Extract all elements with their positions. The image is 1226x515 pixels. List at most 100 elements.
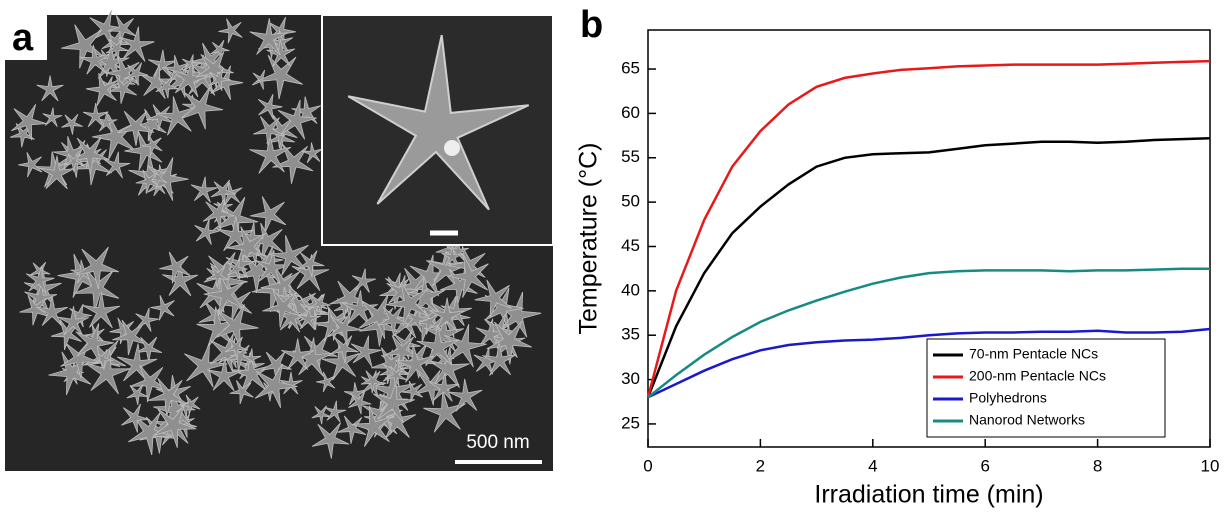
nanostar <box>139 63 176 99</box>
nanostar <box>324 400 347 423</box>
nanostar <box>250 196 287 234</box>
nanostar <box>159 251 191 284</box>
nanostar <box>82 292 121 329</box>
nanostar <box>206 265 229 288</box>
nanostar <box>311 422 350 459</box>
y-tick-label: 35 <box>621 325 640 344</box>
nanostar <box>162 261 199 297</box>
nanostar <box>311 405 332 425</box>
nanostar <box>249 18 289 56</box>
panel-label: b <box>580 4 603 46</box>
nanostar <box>277 99 317 140</box>
nanostar <box>203 251 248 296</box>
nanostar <box>36 295 68 326</box>
nanostar <box>210 39 230 60</box>
y-tick-label: 55 <box>621 147 640 166</box>
plot: 25 30 35 40 45 50 55 60 65 0 2 4 6 8 10 Irradiation tim… <box>575 29 1219 509</box>
nanostar <box>148 377 188 417</box>
y-tick-label: 25 <box>621 413 640 432</box>
nanostar <box>482 342 517 376</box>
nanostar <box>61 113 83 135</box>
nanostar <box>135 307 159 332</box>
nanostar <box>257 54 304 100</box>
nanostar <box>429 297 465 332</box>
nanostar <box>448 378 483 412</box>
nanostar <box>147 157 189 201</box>
x-axis-label: Irradiation time (min) <box>814 481 1043 509</box>
nanostar <box>85 349 131 395</box>
plot-frame <box>647 29 1211 448</box>
nanostar <box>350 335 382 368</box>
y-tick-label: 30 <box>621 369 640 388</box>
nanostar <box>112 319 148 356</box>
nanostar <box>268 235 309 276</box>
nanostar <box>224 336 249 360</box>
nanostar <box>444 324 487 368</box>
nanostar <box>236 254 277 293</box>
nanostar <box>107 14 137 44</box>
nanostar <box>210 179 237 205</box>
nanostar <box>249 133 292 174</box>
nanostar <box>57 306 89 336</box>
x-tick-label: 0 <box>643 456 652 475</box>
nanostar <box>227 258 248 280</box>
nanostar <box>39 155 75 190</box>
nanostar <box>296 306 321 331</box>
nanostar <box>79 44 110 75</box>
nanostar <box>341 290 378 326</box>
nanostar <box>281 338 315 370</box>
nanostar <box>474 279 512 318</box>
nanostar <box>126 384 149 405</box>
nanostar <box>257 94 283 120</box>
panel-label: a <box>12 17 34 59</box>
nanostar <box>409 254 451 297</box>
nanostar <box>107 74 137 104</box>
nanostar <box>301 142 323 164</box>
x-tick-label: 6 <box>980 456 989 475</box>
nanostar <box>156 96 196 136</box>
nanostar <box>309 293 331 315</box>
nanostar <box>70 136 110 175</box>
legend-label: 70-nm Pentacle NCs <box>969 346 1098 362</box>
nanostar <box>119 26 155 62</box>
y-tick-label: 50 <box>621 192 640 211</box>
nanostar <box>184 342 228 388</box>
line-series <box>647 267 1210 399</box>
nanostar <box>358 294 403 339</box>
nanostar <box>103 151 131 179</box>
nanostar <box>104 54 140 92</box>
nanostar <box>208 67 231 91</box>
nanostar <box>427 346 470 388</box>
nanostar <box>194 219 220 245</box>
x-tick-label: 4 <box>868 456 877 475</box>
nanostar <box>262 288 302 328</box>
nanostar <box>153 404 197 448</box>
nanostar <box>416 324 460 367</box>
legend-label: Nanorod Networks <box>969 412 1085 428</box>
x-tick-label: 2 <box>756 456 765 475</box>
nanostar <box>202 198 235 231</box>
nanostar <box>61 24 105 69</box>
nanostar <box>429 372 460 402</box>
nanostar <box>266 39 296 67</box>
y-axis-label: Temperature (°C) <box>575 143 603 335</box>
nanostar <box>150 295 175 321</box>
nanostar <box>116 343 158 383</box>
nanostar <box>360 370 385 394</box>
nanostar <box>171 59 209 98</box>
nanostar <box>372 381 415 424</box>
nanostar <box>226 226 267 269</box>
nanostar <box>82 102 109 128</box>
inset-star <box>347 34 530 211</box>
nanostar <box>253 116 285 147</box>
nanostar <box>402 380 423 403</box>
nanostar <box>85 72 118 107</box>
nanostar <box>92 114 136 160</box>
nanostar <box>447 254 489 298</box>
nanostar <box>190 176 218 203</box>
nanostar <box>423 390 466 433</box>
y-tick-label: 65 <box>621 59 640 78</box>
nanostar <box>135 169 160 194</box>
nanostar <box>385 281 429 327</box>
